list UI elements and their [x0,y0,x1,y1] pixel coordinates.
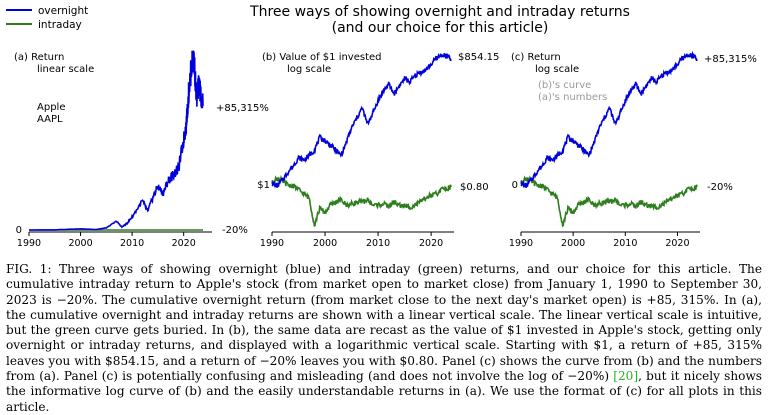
caption-text-part1: FIG. 1: Three ways of showing overnight … [6,262,762,384]
panel-c-x-ticks: 1990 2000 2010 2020 [509,232,690,249]
panel-b-x-tick-label-1990: 1990 [260,238,284,249]
panel-a-overnight-line [29,50,204,231]
panel-c-x-tick-label-1990: 1990 [509,238,533,249]
panel-c-end-label-overnight: +85,315% [704,54,757,65]
panel-a-x-tick-label-2020: 2020 [172,238,196,249]
figure-title-line1: Three ways of showing overnight and intr… [249,4,630,20]
figure-caption: FIG. 1: Three ways of showing overnight … [6,262,762,415]
panel-b-end-label-overnight: $854.15 [458,52,499,63]
panel-a-x-tick-label-1990: 1990 [17,238,41,249]
panel-a-end-label-intraday: -20% [222,225,248,236]
panel-b-x-tick-label-2010: 2010 [366,238,390,249]
caption-text-part2: , but it nicely shows the informative lo… [6,369,762,414]
panel-a: 1990 2000 2010 2020 (a) Return linear scale… [14,50,269,249]
panel-c-note-line2: (a)'s numbers [538,92,607,103]
panel-c-intraday-line [520,174,698,228]
figure-title-line2: (and our choice for this article) [332,20,549,36]
panel-a-end-label-overnight: +85,315% [216,103,269,114]
panel-b-overnight-line [271,52,452,189]
panel-c-x-tick-label-2010: 2010 [613,238,637,249]
panel-a-x-tick-label-2000: 2000 [68,238,92,249]
panel-c-note-line1: (b)'s curve [538,80,591,91]
panel-a-label-line1: (a) Return [14,52,64,63]
panel-c-label-line1: (c) Return [511,52,561,63]
legend-overnight-label: overnight [38,5,88,17]
panel-b: 1990 2000 2010 2020 (b) Value of $1 investe… [257,52,499,249]
panel-c-x-tick-label-2020: 2020 [665,238,689,249]
panel-a-start-label: 0 [16,225,22,236]
panel-b-x-ticks: 1990 2000 2010 2020 [260,232,443,249]
panel-a-company-line2: AAPL [37,114,63,125]
panel-b-end-label-intraday: $0.80 [460,182,489,193]
panel-a-company-line1: Apple [37,102,65,113]
panel-b-x-tick-label-2000: 2000 [313,238,337,249]
panel-b-x-tick-label-2020: 2020 [419,238,443,249]
panel-a-label-line2: linear scale [37,64,94,75]
figure: Three ways of showing overnight and intr… [6,4,757,249]
panel-b-label-line1: (b) Value of $1 invested [262,52,382,63]
panel-b-label-line2: log scale [287,64,331,75]
panel-c-end-label-intraday: -20% [707,182,733,193]
panel-b-start-label: $1 [257,180,270,191]
panel-c-label-line2: log scale [535,64,579,75]
caption-citation-link[interactable]: [20] [613,369,639,384]
legend-intraday-label: intraday [38,19,82,31]
panel-b-intraday-line [271,174,452,228]
panel-a-x-tick-label-2010: 2010 [120,238,144,249]
panel-c: 1990 2000 2010 2020 (c) Return log scale (b… [509,50,757,249]
panel-c-x-tick-label-2000: 2000 [561,238,585,249]
panel-c-start-label: 0 [512,180,518,191]
panel-a-x-ticks: 1990 2000 2010 2020 [17,232,196,249]
panel-c-overnight-line [520,50,698,189]
